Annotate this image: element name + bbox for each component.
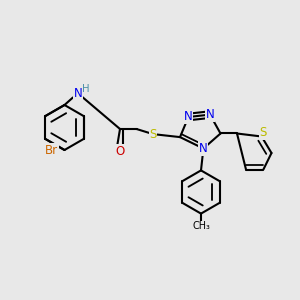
Text: N: N [184, 110, 193, 124]
Text: O: O [116, 145, 124, 158]
Text: N: N [199, 142, 208, 155]
Text: CH₃: CH₃ [192, 221, 210, 231]
Text: S: S [260, 126, 267, 140]
Text: N: N [206, 108, 214, 121]
Text: Br: Br [45, 143, 58, 157]
Text: N: N [74, 87, 83, 100]
Text: S: S [149, 128, 157, 142]
Text: H: H [82, 83, 89, 94]
